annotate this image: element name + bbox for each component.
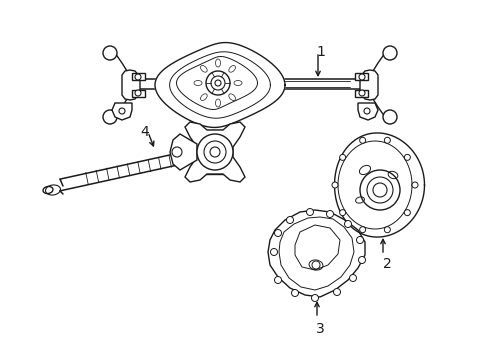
Circle shape <box>119 108 125 114</box>
Circle shape <box>331 182 337 188</box>
Text: 1: 1 <box>316 45 325 59</box>
Text: 3: 3 <box>315 322 324 336</box>
Polygon shape <box>112 103 132 120</box>
Circle shape <box>172 147 182 157</box>
Circle shape <box>333 288 340 296</box>
Polygon shape <box>334 133 424 237</box>
Circle shape <box>135 74 141 80</box>
Circle shape <box>103 46 117 60</box>
Circle shape <box>210 76 224 90</box>
Circle shape <box>384 227 389 233</box>
Circle shape <box>366 177 392 203</box>
Circle shape <box>382 110 396 124</box>
Polygon shape <box>354 90 367 97</box>
Circle shape <box>404 210 409 216</box>
Polygon shape <box>184 122 244 182</box>
Polygon shape <box>267 210 364 297</box>
Circle shape <box>203 141 225 163</box>
Circle shape <box>274 276 281 284</box>
Polygon shape <box>359 70 377 100</box>
Circle shape <box>344 220 351 228</box>
Circle shape <box>215 80 221 86</box>
Circle shape <box>363 108 369 114</box>
Circle shape <box>135 90 141 96</box>
Circle shape <box>411 182 417 188</box>
Polygon shape <box>132 73 145 80</box>
Polygon shape <box>279 217 353 290</box>
Polygon shape <box>170 134 197 170</box>
Circle shape <box>103 110 117 124</box>
Circle shape <box>349 275 356 282</box>
Circle shape <box>382 46 396 60</box>
Text: 4: 4 <box>141 125 149 139</box>
Ellipse shape <box>43 186 53 194</box>
Circle shape <box>359 137 365 143</box>
Circle shape <box>358 74 364 80</box>
Circle shape <box>291 289 298 297</box>
Circle shape <box>404 154 409 160</box>
Circle shape <box>209 147 220 157</box>
Polygon shape <box>155 42 285 127</box>
Circle shape <box>358 90 364 96</box>
Circle shape <box>384 137 389 143</box>
Circle shape <box>326 211 333 217</box>
Circle shape <box>339 154 345 160</box>
Circle shape <box>359 170 399 210</box>
Circle shape <box>311 294 318 302</box>
Polygon shape <box>357 103 377 120</box>
Circle shape <box>339 210 345 216</box>
Circle shape <box>372 183 386 197</box>
Polygon shape <box>176 57 257 109</box>
Circle shape <box>197 134 232 170</box>
Circle shape <box>358 256 365 264</box>
Circle shape <box>311 261 319 269</box>
Circle shape <box>359 227 365 233</box>
Polygon shape <box>122 70 140 100</box>
Circle shape <box>286 216 293 224</box>
Polygon shape <box>294 225 339 270</box>
Polygon shape <box>354 73 367 80</box>
Circle shape <box>274 230 281 237</box>
Circle shape <box>270 248 277 256</box>
Circle shape <box>205 71 229 95</box>
Circle shape <box>306 208 313 216</box>
Text: 2: 2 <box>382 257 390 271</box>
Circle shape <box>356 237 363 243</box>
Polygon shape <box>132 90 145 97</box>
